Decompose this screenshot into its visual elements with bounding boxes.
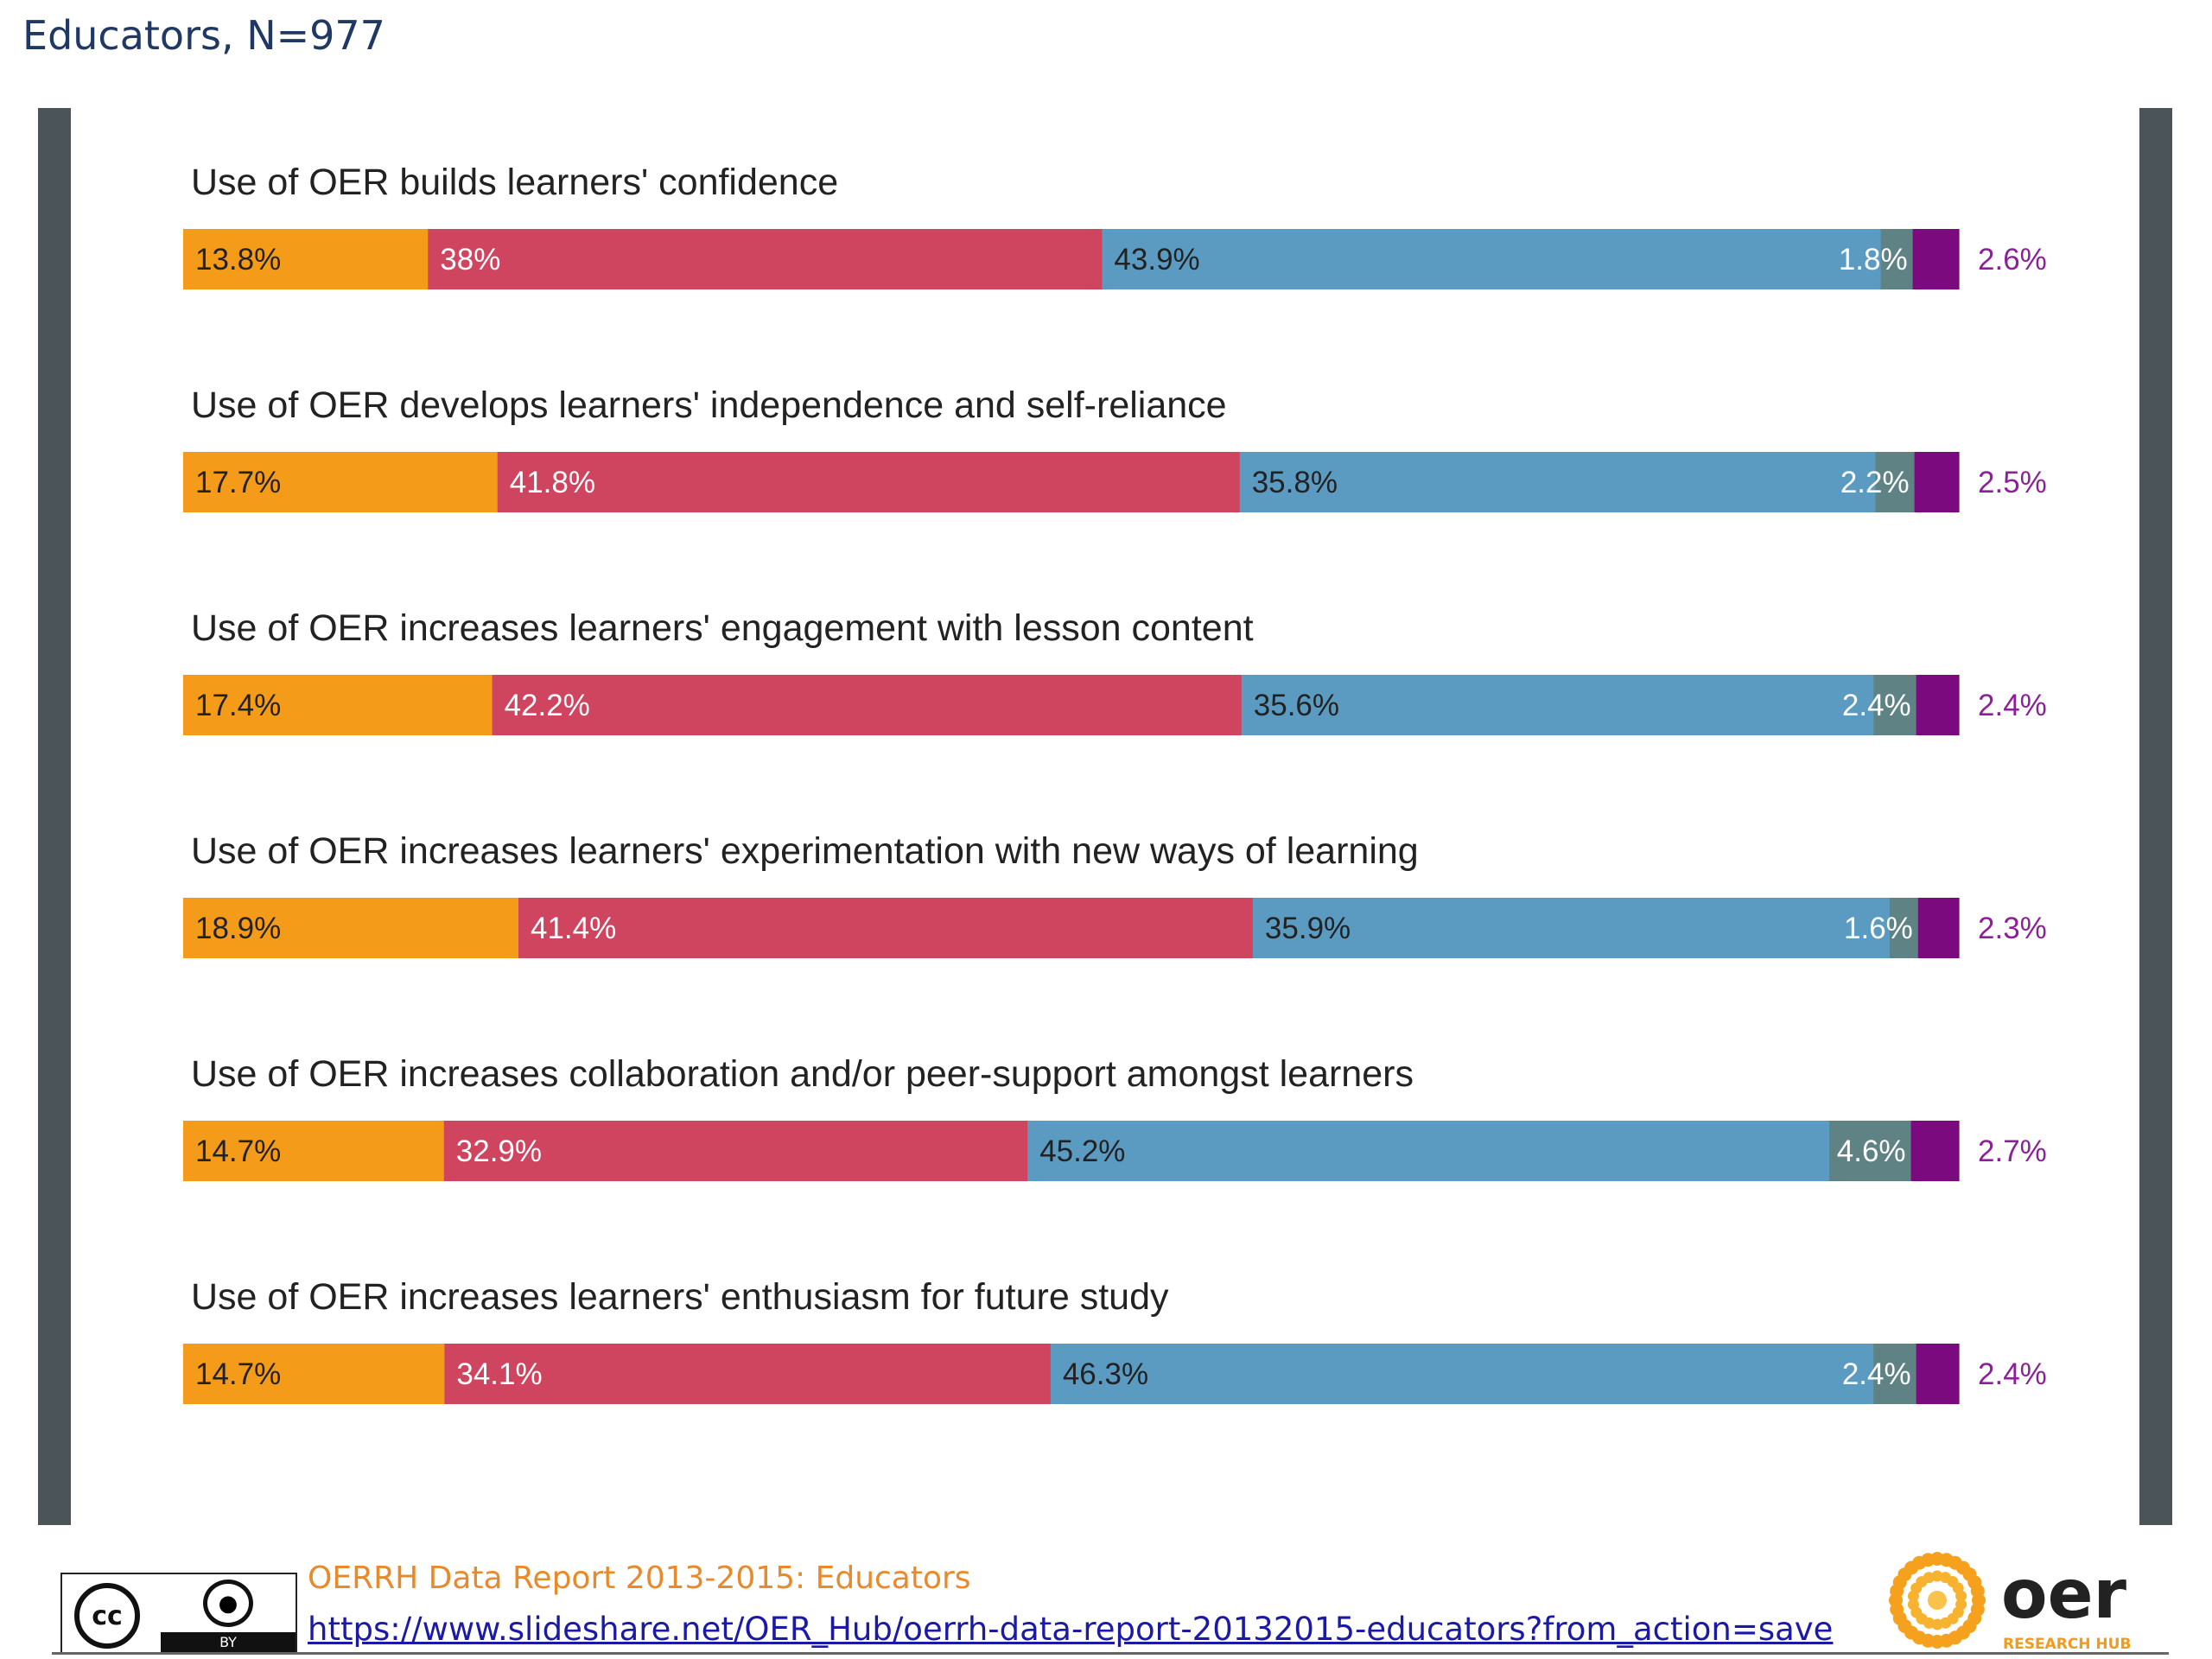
- segment-value-label: 45.2%: [1039, 1135, 1125, 1168]
- bar-segment: [1916, 1344, 1960, 1404]
- creative-commons-icon: cc: [74, 1583, 140, 1649]
- bar-segment: [1917, 898, 1960, 958]
- bar-segment: [183, 229, 429, 289]
- segment-value-label: 2.2%: [1840, 466, 1910, 499]
- outside-value-label: 2.5%: [1978, 466, 2047, 499]
- logo-text: oer: [2001, 1556, 2126, 1634]
- segment-value-label: 1.6%: [1844, 912, 1913, 945]
- segment-value-label: 2.4%: [1842, 689, 1911, 722]
- segment-value-label: 34.1%: [456, 1357, 542, 1391]
- bar-segment: [492, 675, 1243, 735]
- bar-segment: [1252, 898, 1891, 958]
- segment-value-label: 13.8%: [195, 243, 281, 276]
- footer-divider: [52, 1652, 2169, 1655]
- segment-value-label: 35.6%: [1254, 689, 1339, 722]
- segment-value-label: 41.8%: [510, 466, 595, 499]
- segment-value-label: 32.9%: [456, 1135, 542, 1168]
- bar-segment: [1910, 1121, 1960, 1181]
- outside-value-label: 2.4%: [1978, 1357, 2047, 1391]
- bar-segment: [183, 1121, 445, 1181]
- segment-value-label: 14.7%: [195, 1135, 281, 1168]
- segment-value-label: 2.4%: [1842, 1357, 1911, 1391]
- segment-value-label: 38%: [440, 243, 500, 276]
- right-frame-bar: [2139, 108, 2172, 1525]
- bar-segment: [1914, 452, 1960, 512]
- oer-research-hub-logo: oer RESEARCH HUB: [1889, 1552, 2131, 1653]
- outside-value-label: 2.3%: [1978, 912, 2047, 945]
- bar-segment: [1241, 675, 1874, 735]
- outside-value-label: 2.6%: [1978, 243, 2047, 276]
- bar-segment: [1912, 229, 1960, 289]
- segment-value-label: 14.7%: [195, 1357, 281, 1391]
- left-frame-bar: [38, 108, 71, 1525]
- outside-value-label: 2.4%: [1978, 689, 2047, 722]
- statement-label: Use of OER develops learners' independen…: [191, 385, 1227, 426]
- segment-value-label: 46.3%: [1063, 1357, 1148, 1391]
- bar-segment: [518, 898, 1254, 958]
- report-link[interactable]: https://www.slideshare.net/OER_Hub/oerrh…: [308, 1611, 1834, 1648]
- bar-segment: [183, 675, 493, 735]
- bar-segment: [497, 452, 1241, 512]
- statement-label: Use of OER builds learners' confidence: [191, 162, 838, 203]
- statement-label: Use of OER increases learners' experimen…: [191, 830, 1419, 872]
- bar-segment: [1239, 452, 1877, 512]
- bar-segment: [1889, 898, 1919, 958]
- bar-segment: [1050, 1344, 1874, 1404]
- bar-segment: [1873, 1344, 1917, 1404]
- segment-value-label: 18.9%: [195, 912, 281, 945]
- bar-segment: [183, 1344, 445, 1404]
- stacked-bar-chart: Use of OER builds learners' confidence 13…: [183, 162, 2047, 1404]
- bar-segment: [444, 1344, 1052, 1404]
- sunburst-icon: [1889, 1552, 1986, 1649]
- bar-segment: [1829, 1121, 1912, 1181]
- segment-value-label: 4.6%: [1837, 1135, 1906, 1168]
- bar-segment: [1027, 1121, 1830, 1181]
- bar-segment: [443, 1121, 1028, 1181]
- logo-subtext: RESEARCH HUB: [2003, 1636, 2131, 1653]
- segment-value-label: 35.8%: [1252, 466, 1338, 499]
- cc-by-license-badge: cc ● BY: [60, 1573, 297, 1654]
- license-by-label: BY: [161, 1632, 296, 1652]
- segment-value-label: 43.9%: [1114, 243, 1199, 276]
- report-title: OERRH Data Report 2013-2015: Educators: [308, 1560, 971, 1596]
- bar-segment: [1916, 675, 1960, 735]
- segment-value-label: 17.4%: [195, 689, 281, 722]
- statement-label: Use of OER increases learners' engagemen…: [191, 607, 1254, 649]
- bar-segment: [183, 898, 519, 958]
- bar-segment: [1102, 229, 1882, 289]
- bar-segment: [1873, 675, 1917, 735]
- bar-segment: [183, 452, 499, 512]
- page-title: Educators, N=977: [22, 12, 385, 59]
- bar-segment: [428, 229, 1103, 289]
- segment-value-label: 1.8%: [1839, 243, 1908, 276]
- attribution-person-icon: ●: [203, 1580, 253, 1627]
- segment-value-label: 17.7%: [195, 466, 281, 499]
- segment-value-label: 42.2%: [505, 689, 590, 722]
- segment-value-label: 41.4%: [531, 912, 616, 945]
- outside-value-label: 2.7%: [1978, 1135, 2047, 1168]
- bar-segment: [1880, 229, 1914, 289]
- segment-value-label: 35.9%: [1265, 912, 1351, 945]
- statement-label: Use of OER increases learners' enthusias…: [191, 1276, 1169, 1318]
- bar-segment: [1875, 452, 1916, 512]
- statement-label: Use of OER increases collaboration and/o…: [191, 1053, 1414, 1095]
